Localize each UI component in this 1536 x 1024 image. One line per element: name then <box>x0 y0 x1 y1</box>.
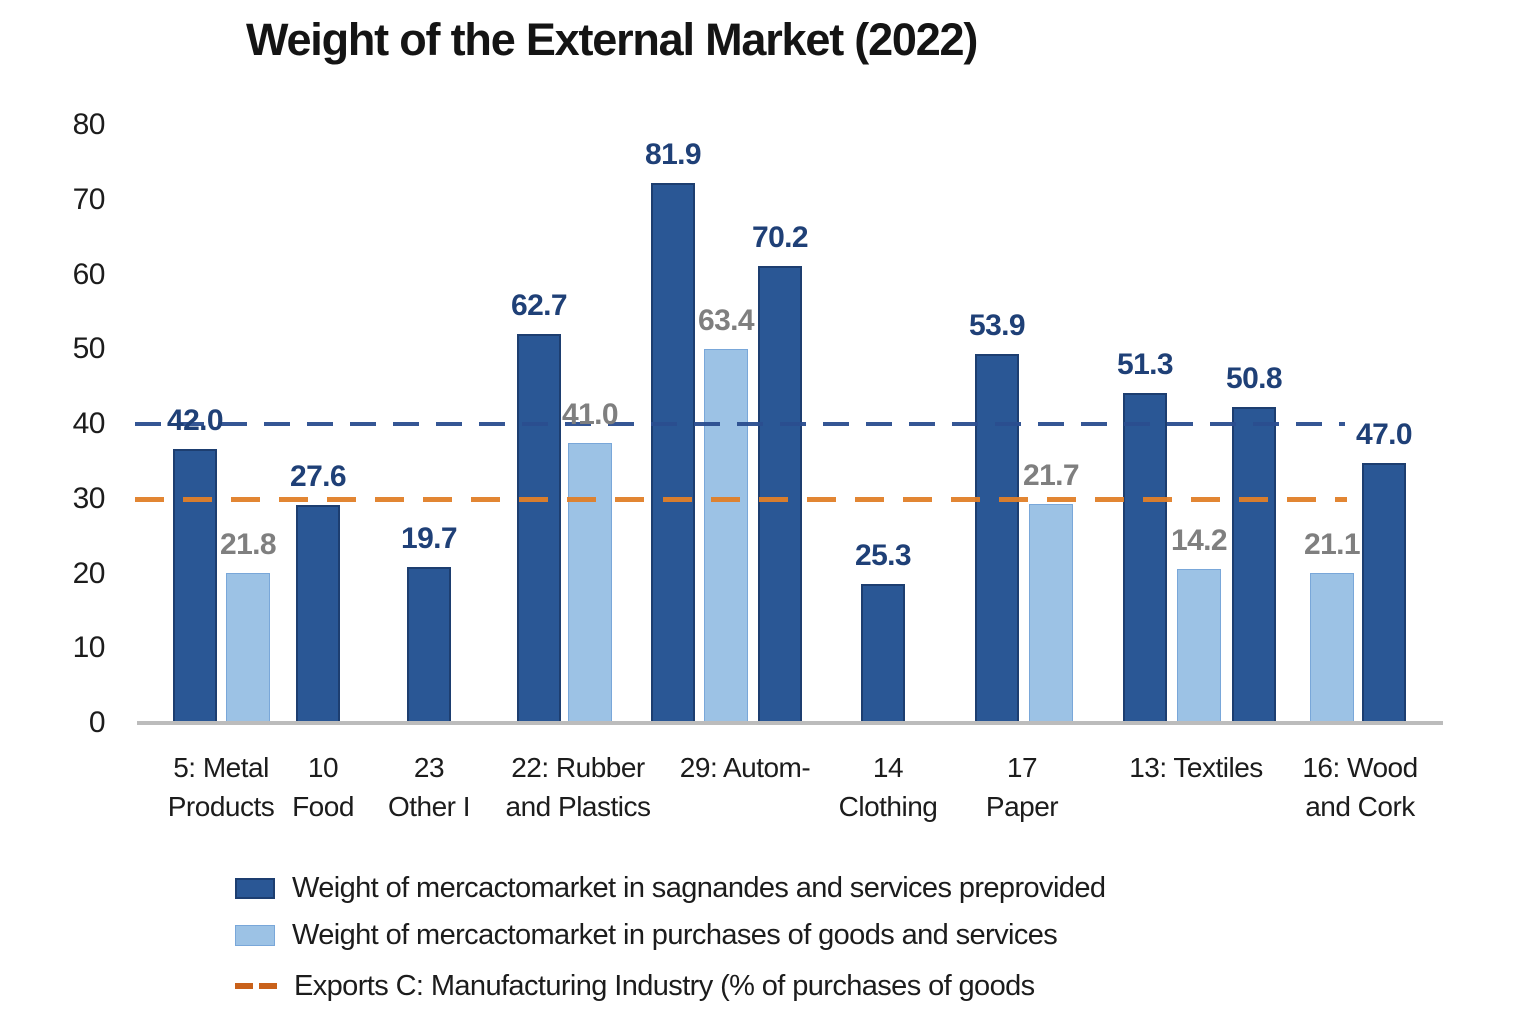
x-axis-label: 5: Metal Products <box>167 752 275 822</box>
orange-dash-swatch-icon <box>235 983 277 989</box>
x-axis-label: 23 Other I <box>387 752 471 822</box>
dark-series-swatch-icon <box>235 877 275 899</box>
legend-label: Weight of mercactomarket in purchases of… <box>292 918 1058 951</box>
bar-dark-81.9 <box>651 183 695 723</box>
x-axis-baseline <box>137 721 1443 725</box>
value-label-63.4: 63.4 <box>698 304 755 337</box>
value-label-21.1: 21.1 <box>1304 528 1361 561</box>
value-label-14.2: 14.2 <box>1171 524 1228 557</box>
value-label-62.7: 62.7 <box>511 289 568 322</box>
x-axis-label: 14 Clothing <box>838 752 938 822</box>
value-label-42.0: 42.0 <box>167 404 224 437</box>
bar-dark-51.3 <box>1123 393 1167 723</box>
bar-light-21.7 <box>1029 504 1073 723</box>
value-label-27.6: 27.6 <box>290 460 347 493</box>
y-axis-tick-50: 50 <box>72 332 106 366</box>
value-label-19.7: 19.7 <box>401 522 458 555</box>
y-axis-tick-20: 20 <box>72 556 106 590</box>
y-axis-tick-80: 80 <box>72 108 106 141</box>
y-axis-tick-60: 60 <box>72 257 106 291</box>
bar-light-21.8 <box>226 573 270 723</box>
bar-dark-27.6 <box>296 505 340 723</box>
y-axis-tick-40: 40 <box>72 407 106 440</box>
x-axis-label: 13: Textiles <box>1129 752 1263 783</box>
bar-dark-70.2 <box>758 266 802 723</box>
y-axis-tick-30: 30 <box>72 481 106 515</box>
bar-light-21.1 <box>1310 573 1354 723</box>
value-label-53.9: 53.9 <box>969 309 1026 342</box>
bar-dark-47.0 <box>1362 463 1406 723</box>
legend: Weight of mercactomarket in sagnandes an… <box>235 869 1106 1014</box>
value-label-41.0: 41.0 <box>562 398 619 431</box>
value-label-21.8: 21.8 <box>220 528 277 561</box>
value-label-51.3: 51.3 <box>1117 348 1174 381</box>
bar-dark-42.0 <box>173 449 217 723</box>
bar-light-63.4 <box>704 349 748 723</box>
light-series-swatch-icon <box>235 924 275 946</box>
x-axis-label: 16: Wood and Cork <box>1302 752 1418 822</box>
chart-title: Weight of the External Market (2022) <box>246 14 978 65</box>
legend-label: Exports C: Manufacturing Industry (% of … <box>294 969 1035 1002</box>
orange-dashed-line <box>135 496 1347 502</box>
value-label-47.0: 47.0 <box>1356 418 1413 451</box>
bar-dark-50.8 <box>1232 407 1276 723</box>
bar-dark-19.7 <box>407 567 451 723</box>
value-label-21.7: 21.7 <box>1023 459 1080 492</box>
value-label-25.3: 25.3 <box>855 539 912 572</box>
value-label-81.9: 81.9 <box>645 138 702 171</box>
bar-light-41.0 <box>568 443 612 723</box>
y-axis-tick-0: 0 <box>88 706 106 739</box>
bar-dark-62.7 <box>517 334 561 723</box>
bar-dark-53.9 <box>975 354 1019 723</box>
bar-light-14.2 <box>1177 569 1221 723</box>
legend-item-sales-series: Weight of mercactomarket in sagnandes an… <box>235 869 1106 907</box>
value-label-70.2: 70.2 <box>752 221 809 254</box>
x-axis-label: 17 Paper <box>985 752 1059 822</box>
y-axis-tick-70: 70 <box>72 182 106 216</box>
navy-dashed-line <box>135 422 1345 426</box>
value-label-50.8: 50.8 <box>1226 362 1283 395</box>
bar-dark-25.3 <box>861 584 905 723</box>
x-axis-label: 29: Autom- <box>679 752 811 783</box>
legend-label: Weight of mercactomarket in sagnandes an… <box>292 871 1106 904</box>
y-axis-tick-10: 10 <box>72 631 106 665</box>
x-axis-label: 22: Rubber and Plastics <box>505 752 651 822</box>
legend-item-purchases-series: Weight of mercactomarket in purchases of… <box>235 916 1105 954</box>
x-axis-label: 10 Food <box>292 752 354 822</box>
legend-item-exports-line: Exports C: Manufacturing Industry (% of … <box>235 967 1105 1005</box>
